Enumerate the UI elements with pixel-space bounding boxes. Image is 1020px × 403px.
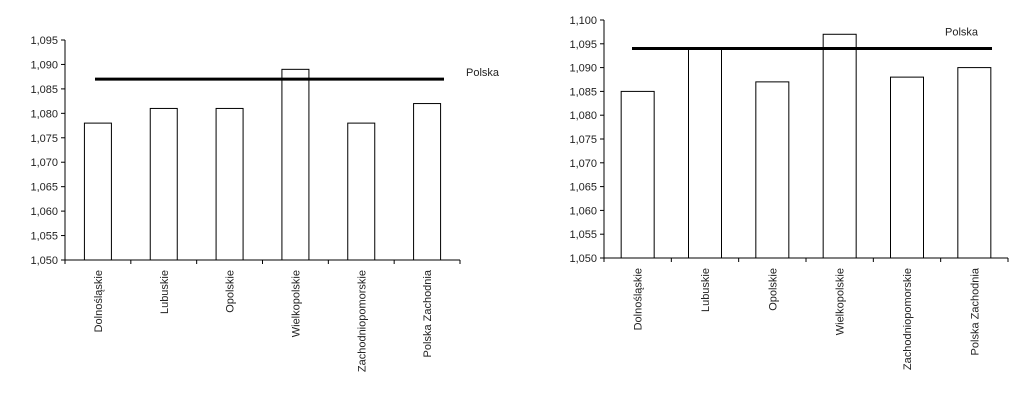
- bar-wielkopolskie: [281, 68, 310, 261]
- y-tick-label: 1,085: [30, 84, 58, 96]
- y-tick-label: 1,075: [569, 134, 597, 146]
- y-tick-label: 1,080: [30, 108, 58, 120]
- category-label: Lubuskie: [159, 270, 171, 314]
- bar-zachodniopomorskie: [347, 122, 376, 261]
- category-label: Polska Zachodnia: [969, 267, 981, 355]
- y-tick-label: 1,060: [30, 206, 58, 218]
- category-label: Wielkopolskie: [290, 270, 302, 337]
- bar-dolnośląskie: [620, 90, 655, 259]
- y-tick-label: 1,065: [569, 182, 597, 194]
- bar-dolnośląskie: [83, 122, 112, 261]
- y-tick-label: 1,090: [30, 59, 58, 71]
- category-label: Lubuskie: [700, 268, 712, 312]
- category-label: Opolskie: [767, 268, 779, 311]
- y-tick-label: 1,095: [30, 35, 58, 47]
- y-tick-label: 1,060: [569, 205, 597, 217]
- chart-right: 1,050 1,055 1,060 1,065 1,070 1,075 1,080 1,085…: [569, 15, 1009, 370]
- category-label: Opolskie: [225, 270, 237, 313]
- bar-polska-zachodnia: [957, 67, 992, 259]
- y-tick-label: 1,095: [569, 39, 597, 51]
- category-label: Zachodniopomorskie: [356, 270, 368, 372]
- category-label: Polska Zachodnia: [422, 269, 434, 357]
- bar-lubuskie: [688, 48, 722, 259]
- y-tick-label: 1,080: [569, 110, 597, 122]
- y-tick-label: 1,070: [569, 158, 597, 170]
- bar-polska-zachodnia: [413, 103, 442, 261]
- reference-line-label: Polska: [466, 67, 500, 79]
- y-tick-label: 1,090: [569, 63, 597, 75]
- bar-opolskie: [215, 107, 244, 261]
- y-tick-label: 1,085: [569, 86, 597, 98]
- y-tick-label: 1,055: [30, 231, 58, 243]
- category-label: Dolnośląskie: [93, 270, 105, 332]
- y-tick-label: 1,050: [569, 253, 597, 265]
- category-label: Zachodniopomorskie: [902, 268, 914, 370]
- y-tick-label: 1,055: [569, 229, 597, 241]
- reference-line-label: Polska: [945, 27, 979, 39]
- y-tick-label: 1,075: [30, 133, 58, 145]
- y-tick-label: 1,070: [30, 157, 58, 169]
- chart-left: 1,050 1,055 1,060 1,065 1,070 1,075 1,080 1,085…: [30, 35, 499, 372]
- category-label: Wielkopolskie: [835, 268, 847, 335]
- bar-wielkopolskie: [822, 33, 857, 259]
- bar-lubuskie: [149, 107, 178, 261]
- category-label: Dolnośląskie: [633, 268, 645, 330]
- bar-zachodniopomorskie: [890, 76, 924, 259]
- y-tick-label: 1,050: [30, 255, 58, 267]
- bar-opolskie: [755, 81, 790, 259]
- y-tick-label: 1,100: [569, 15, 597, 27]
- y-tick-label: 1,065: [30, 182, 58, 194]
